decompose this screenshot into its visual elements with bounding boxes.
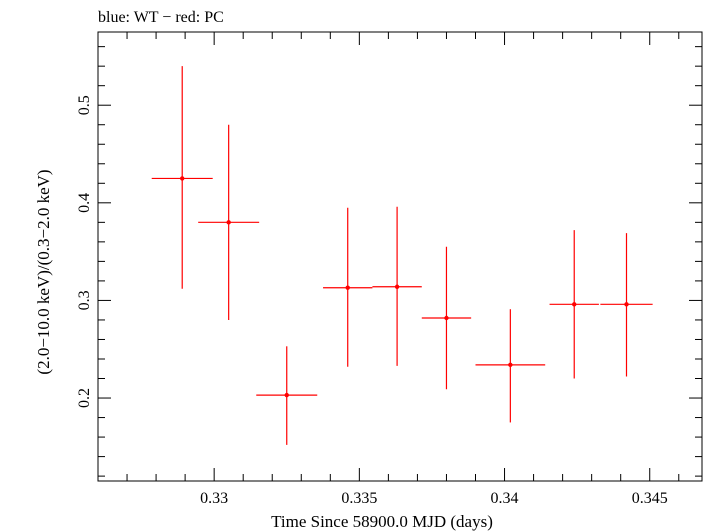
y-tick-label: 0.5 bbox=[76, 95, 93, 115]
x-tick-label: 0.34 bbox=[491, 490, 519, 507]
point-marker bbox=[572, 302, 577, 307]
y-tick-label: 0.4 bbox=[76, 193, 93, 213]
data-point bbox=[600, 233, 653, 377]
data-point bbox=[549, 230, 599, 379]
data-point bbox=[151, 66, 213, 289]
point-marker bbox=[394, 284, 400, 289]
data-point bbox=[256, 346, 318, 445]
data-points bbox=[151, 66, 653, 445]
x-axis-label: Time Since 58900.0 MJD (days) bbox=[271, 512, 493, 531]
point-marker bbox=[284, 392, 289, 398]
x-tick-label: 0.345 bbox=[632, 490, 668, 507]
y-tick-label: 0.2 bbox=[76, 388, 93, 408]
data-point bbox=[372, 206, 422, 366]
point-marker bbox=[508, 362, 513, 368]
data-point bbox=[323, 207, 373, 367]
x-tick-label: 0.335 bbox=[341, 490, 377, 507]
y-axis-label: (2.0−10.0 keV)/(0.3−2.0 keV) bbox=[34, 169, 53, 374]
point-marker bbox=[444, 315, 449, 321]
y-axis: 0.2 0.3 0.4 0.5 bbox=[76, 46, 702, 477]
chart-title: blue: WT − red: PC bbox=[98, 9, 224, 26]
plot-frame bbox=[97, 31, 703, 482]
data-point bbox=[475, 309, 546, 423]
point-marker bbox=[226, 220, 231, 225]
x-tick-label: 0.33 bbox=[200, 490, 228, 507]
point-marker bbox=[345, 285, 350, 290]
point-marker bbox=[180, 176, 185, 181]
point-marker bbox=[624, 302, 629, 307]
x-axis: 0.33 0.335 0.34 0.345 bbox=[97, 32, 680, 507]
data-point bbox=[421, 246, 472, 390]
y-tick-label: 0.3 bbox=[76, 290, 93, 310]
data-point bbox=[198, 124, 260, 320]
